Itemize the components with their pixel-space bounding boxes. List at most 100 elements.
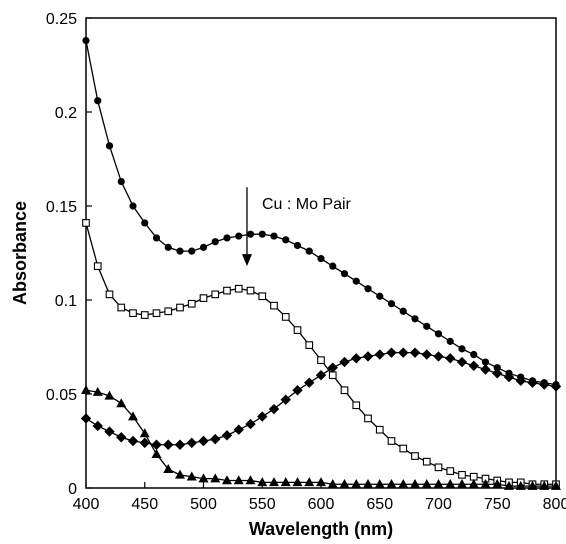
data-point [257,411,268,422]
data-point [468,479,479,489]
data-point [327,479,338,489]
data-point [176,303,184,312]
data-point [234,284,243,293]
y-tick-label: 0.05 [46,387,77,404]
data-point [527,480,538,490]
data-point [127,435,139,447]
data-point [175,469,185,479]
data-point [362,351,374,362]
data-point [246,286,255,295]
data-point [352,401,361,410]
data-point [458,470,466,479]
data-point [221,430,233,441]
data-point [386,347,397,358]
data-point [327,362,338,373]
data-point [199,294,208,302]
data-point [245,418,256,430]
data-point [374,349,385,360]
annotation: Cu : Mo Pair [241,187,352,267]
data-point [374,479,385,489]
data-point [339,479,350,489]
data-point [539,480,550,490]
data-point [188,247,196,255]
data-point [176,247,184,255]
x-tick-label: 650 [366,496,393,513]
data-point [363,479,373,489]
data-point [411,315,419,323]
data-point [140,311,149,319]
data-point [257,477,268,487]
data-point [117,177,125,186]
data-point [434,463,443,472]
data-point [210,473,221,483]
data-point [293,326,302,334]
y-axis-title: Absorbance [10,201,30,305]
data-point [280,394,291,405]
data-point [281,313,290,321]
data-point [210,433,221,445]
data-point [82,36,90,45]
data-point [164,307,173,316]
data-point [269,477,279,487]
data-point [82,219,90,227]
data-point [304,477,315,487]
data-point [340,270,349,278]
data-point [282,236,290,244]
x-tick-label: 700 [425,496,452,513]
data-point [128,411,138,421]
data-point [93,262,102,271]
data-point [174,439,186,450]
data-point [139,437,150,449]
data-point [198,473,209,483]
data-point [235,232,243,240]
y-tick-label: 0.1 [55,293,77,310]
data-point [423,322,431,330]
x-tick-label: 450 [131,496,158,513]
data-point [550,381,562,392]
annotation-arrow-head [241,254,252,267]
y-axis-ticks: 0 0.05 0.1 0.15 0.2 0.25 [46,11,92,498]
data-point [246,230,255,238]
data-point [104,426,115,437]
data-point [116,432,127,443]
data-point [493,364,501,372]
data-point [292,477,303,487]
data-point [457,479,467,489]
data-point [211,290,220,299]
data-point [351,353,362,364]
series-line [85,389,556,487]
data-point [105,142,114,150]
data-point [304,377,315,388]
data-point [421,479,432,489]
series-filled-circle [82,36,560,389]
data-point [445,353,456,364]
data-point [458,345,466,353]
x-axis-ticks: 400 450 500 550 600 650 700 750 800 [73,482,566,513]
data-point [399,444,408,453]
data-point [94,97,102,105]
data-point [116,398,127,408]
series-filled-triangle [81,385,561,490]
data-point [245,475,256,485]
data-point [351,479,362,489]
x-tick-label: 750 [484,496,511,513]
data-point [433,479,444,489]
data-point [515,480,526,490]
y-tick-label: 0.25 [46,11,77,28]
data-point [480,479,491,489]
data-point [422,457,431,466]
data-point [387,300,396,308]
data-point [399,307,407,315]
data-point [386,479,397,489]
data-point [186,437,197,449]
data-point [398,347,409,358]
data-point [539,379,550,390]
data-point [328,371,337,380]
data-point [387,437,396,445]
x-tick-label: 400 [73,496,100,513]
data-point [152,234,161,242]
data-point [469,472,478,481]
data-point [551,480,561,490]
data-point [317,356,325,365]
